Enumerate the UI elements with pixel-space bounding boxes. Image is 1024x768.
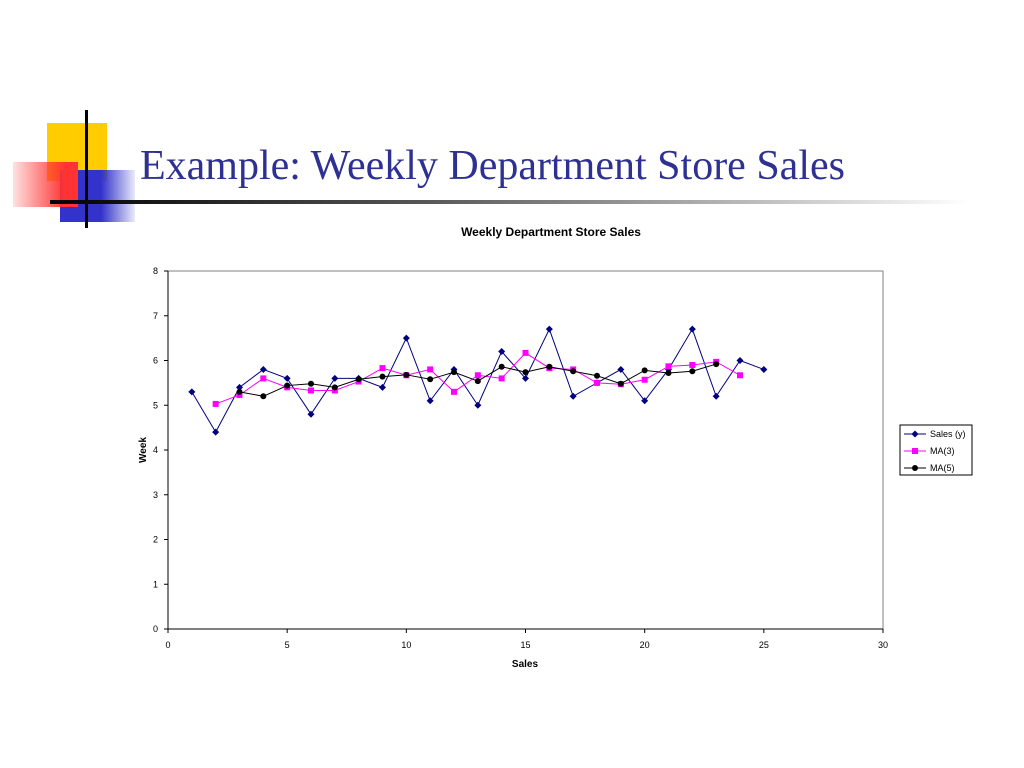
series-1-point	[498, 348, 506, 356]
y-tick-label: 0	[153, 624, 158, 634]
series-3-point	[474, 378, 481, 385]
series-2-point	[594, 379, 600, 386]
series-2-point	[641, 376, 648, 383]
series-3-point	[284, 382, 291, 389]
series-2-point	[308, 387, 314, 394]
series-3-point	[665, 370, 672, 377]
series-2-point	[379, 365, 386, 372]
logo-red-square	[13, 162, 78, 207]
legend-item: Sales (y)	[904, 429, 966, 439]
series-1	[188, 325, 768, 436]
series-1-point	[474, 401, 482, 409]
series-2-point	[331, 387, 338, 394]
series-1-point	[760, 365, 768, 373]
series-1-point	[212, 428, 220, 436]
x-tick-label: 15	[520, 640, 530, 650]
y-tick-label: 2	[153, 535, 158, 545]
legend-swatch-marker	[912, 465, 918, 471]
series-3-point	[308, 380, 314, 387]
series-1-point	[426, 397, 434, 405]
series-3-point	[427, 376, 434, 383]
series-3-point	[236, 388, 243, 395]
legend-items: Sales (y) MA(3) MA(5)	[904, 429, 966, 473]
series-1-point	[641, 397, 649, 405]
series-1-point	[259, 365, 267, 373]
chart-title: Weekly Department Store Sales	[461, 225, 641, 239]
x-tick-label: 5	[285, 640, 290, 650]
series-1-point	[283, 374, 291, 382]
series-1-point	[402, 334, 410, 342]
series-group	[188, 325, 768, 436]
series-1-point	[736, 357, 744, 364]
series-2-point	[427, 366, 434, 373]
series-2-point	[451, 388, 457, 395]
plot-area	[167, 270, 884, 630]
x-tick-label: 10	[401, 640, 411, 650]
legend-label: MA(3)	[930, 446, 955, 456]
series-2-point	[498, 375, 505, 382]
slide-title: Example: Weekly Department Store Sales	[140, 143, 845, 189]
axes: 0 5 10 15 20 25 30 0 1 2 3 4 5 6 7 8	[153, 266, 888, 650]
series-3-point	[331, 384, 338, 391]
series-3-point	[451, 369, 457, 376]
series-2-point	[212, 400, 219, 407]
series-2-point	[737, 372, 743, 379]
y-tick-label: 7	[153, 311, 158, 321]
legend-item: MA(5)	[904, 463, 955, 473]
x-tick-label: 30	[878, 640, 888, 650]
series-1-point	[188, 388, 196, 396]
legend-swatch-marker	[912, 448, 918, 454]
y-tick-label: 8	[153, 266, 158, 276]
legend-label: Sales (y)	[930, 429, 966, 439]
y-axis-label: Week	[138, 437, 149, 463]
series-3-point	[498, 363, 505, 370]
x-tick-label: 25	[759, 640, 769, 650]
y-tick-label: 3	[153, 490, 158, 500]
series-1-point	[569, 392, 577, 400]
series-3-point	[594, 372, 600, 379]
series-3-point	[689, 368, 696, 375]
legend-swatch-marker	[911, 430, 919, 438]
title-underline	[50, 200, 970, 204]
series-2-point	[474, 372, 481, 379]
series-2-point	[522, 349, 529, 356]
series-3	[236, 361, 720, 400]
series-1-point	[307, 410, 315, 418]
series-1-point	[545, 325, 553, 333]
legend-item: MA(3)	[904, 446, 955, 456]
x-axis-label: Sales	[512, 659, 539, 670]
series-3-point	[570, 368, 577, 375]
series-3-point	[260, 393, 267, 400]
series-3-point	[617, 380, 624, 387]
series-1-point	[379, 383, 386, 391]
series-1-point	[688, 325, 696, 333]
series-1-point	[331, 374, 339, 382]
series-1-point	[712, 392, 720, 400]
series-3-point	[403, 371, 410, 378]
logo-decoration	[0, 0, 150, 240]
series-1-point	[522, 374, 529, 382]
series-2-point	[236, 391, 243, 398]
series-3-point	[522, 369, 529, 376]
series-2-point	[665, 363, 672, 370]
legend-label: MA(5)	[930, 463, 955, 473]
series-3-point	[546, 363, 553, 370]
y-tick-label: 4	[153, 445, 158, 455]
series-3-point	[379, 373, 386, 380]
legend: Sales (y) MA(3) MA(5)	[899, 424, 973, 476]
series-3-point	[641, 367, 648, 374]
series-2-point	[260, 375, 267, 382]
y-tick-label: 6	[153, 356, 158, 366]
x-tick-label: 0	[165, 640, 170, 650]
x-tick-label: 20	[640, 640, 650, 650]
series-1-point	[617, 365, 625, 373]
y-tick-label: 5	[153, 400, 158, 410]
logo-vertical-line	[85, 110, 88, 228]
series-2-point	[689, 361, 696, 368]
series-1-point	[236, 383, 243, 391]
y-tick-label: 1	[153, 579, 158, 589]
series-3-point	[355, 376, 362, 383]
series-3-point	[713, 361, 720, 368]
